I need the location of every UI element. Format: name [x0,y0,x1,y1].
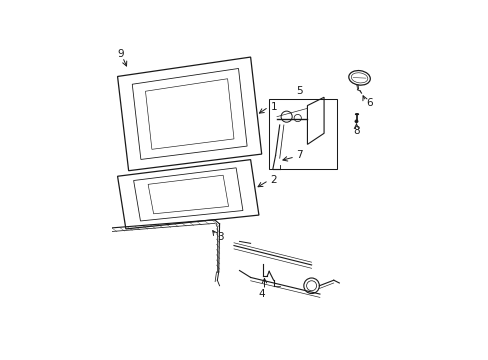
Text: 1: 1 [270,102,277,112]
Text: 7: 7 [296,150,303,161]
Circle shape [354,120,357,123]
Text: 8: 8 [352,126,359,136]
Text: 2: 2 [270,175,277,185]
Text: 5: 5 [296,86,303,96]
Bar [268,99,336,169]
Text: 9: 9 [117,49,123,59]
Text: 4: 4 [258,289,264,299]
Text: 6: 6 [366,98,372,108]
Text: 3: 3 [216,232,223,242]
